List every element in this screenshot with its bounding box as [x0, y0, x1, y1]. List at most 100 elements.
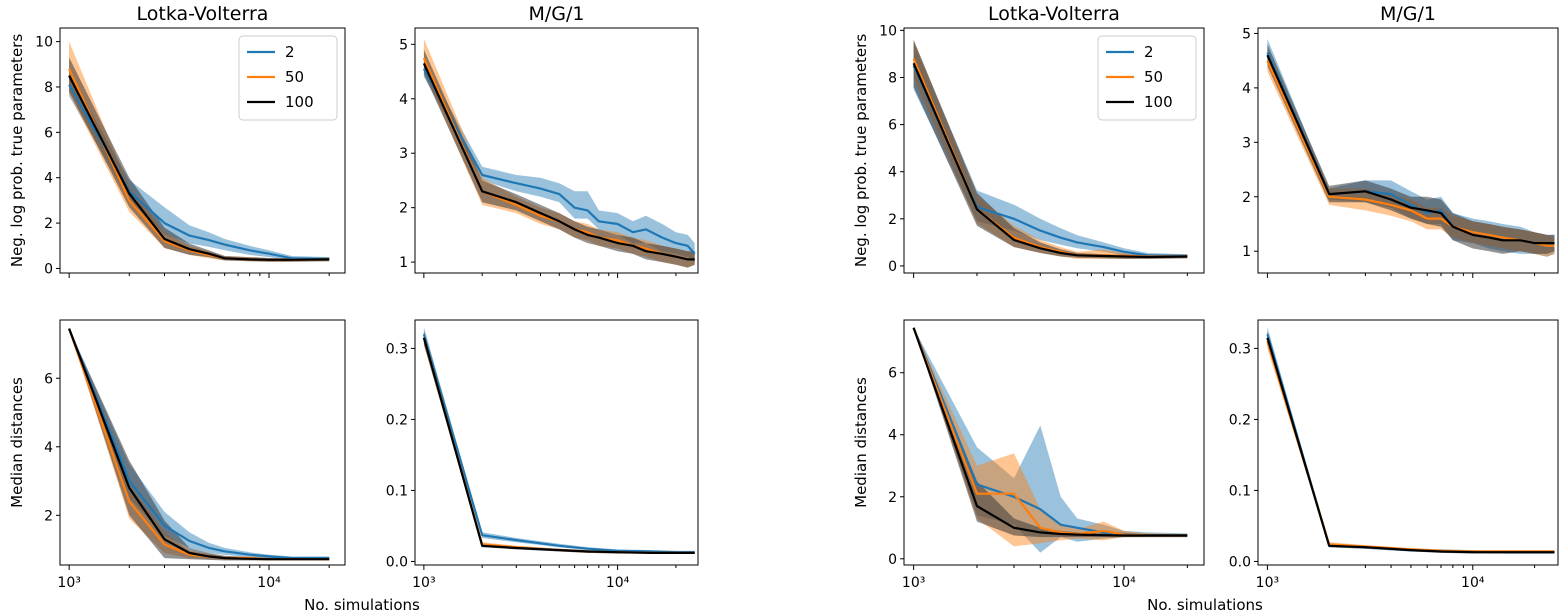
band-series-2 — [423, 327, 695, 553]
legend-box — [238, 35, 338, 121]
x-axis-label: No. simulations — [1147, 596, 1263, 612]
line-series-100 — [912, 62, 1188, 259]
y-tick-label: 0.2 — [386, 412, 408, 428]
y-tick-label: 4 — [888, 165, 897, 181]
y-tick-label: 2 — [44, 216, 53, 232]
y-tick-label: 5 — [1242, 26, 1251, 42]
y-tick-label: 2 — [44, 508, 53, 524]
y-tick-label: 6 — [44, 125, 53, 141]
line-series-100 — [912, 327, 1188, 537]
y-tick-label: 2 — [888, 212, 897, 228]
axes-frame — [414, 319, 699, 566]
band-series-100 — [69, 57, 330, 262]
plot-area — [912, 327, 1188, 553]
plot-area — [68, 41, 330, 262]
line-series-100 — [68, 328, 330, 561]
band-series-100 — [423, 49, 695, 268]
legend-label: 50 — [1144, 68, 1163, 86]
y-tick-label: 0 — [888, 259, 897, 275]
y-tick-label: 6 — [888, 366, 897, 382]
panel-B-lv-nll: 0 2 4 6 8 10 Lotka-Volterra Neg. log prob. true… — [852, 3, 1205, 278]
band-series-2 — [1267, 327, 1555, 554]
y-tick-label: 2 — [399, 201, 408, 217]
axes-frame — [414, 27, 699, 274]
y-tick-label: 0.0 — [386, 554, 408, 570]
y-tick-label: 10 — [879, 23, 897, 39]
y-tick-label: 0 — [888, 552, 897, 568]
y-axis-label: Median distances — [8, 377, 26, 508]
line-series-100 — [422, 337, 695, 555]
y-tick-label: 4 — [44, 440, 53, 456]
y-tick-label: 0.3 — [1229, 341, 1251, 357]
y-tick-label: 4 — [888, 428, 897, 444]
y-axis-label: Neg. log prob. true parameters — [852, 34, 870, 267]
line-series-2 — [1266, 333, 1555, 554]
panel-title: M/G/1 — [528, 3, 584, 25]
legend-box — [1097, 35, 1197, 121]
x-tick-label: 10³ — [412, 575, 435, 591]
y-tick-label: 3 — [1242, 135, 1251, 151]
axes-frame — [903, 27, 1205, 274]
line-series-100 — [1266, 54, 1555, 245]
plot-area — [68, 328, 330, 561]
axes-frame — [59, 319, 346, 566]
line-series-2 — [912, 65, 1188, 258]
band-series-50 — [1267, 49, 1555, 257]
legend-label: 100 — [1144, 93, 1173, 111]
band-series-100 — [913, 39, 1188, 259]
line-series-50 — [1266, 340, 1555, 553]
band-series-100 — [1267, 330, 1555, 554]
y-tick-label: 8 — [44, 80, 53, 96]
y-tick-label: 4 — [1242, 81, 1251, 97]
panel-A-mg1-nll: 1 2 3 4 5 M/G/1 — [399, 3, 699, 278]
band-series-100 — [1267, 44, 1555, 254]
panel-B-lv-med: 0 2 4 6 10³ 10⁴ Median distances — [852, 319, 1205, 591]
legend-label: 2 — [1144, 43, 1154, 61]
x-tick-label: 10³ — [902, 575, 925, 591]
band-series-50 — [423, 330, 695, 554]
legend: 2 50 100 — [238, 35, 338, 121]
axes-frame — [59, 27, 346, 274]
plot-area — [1266, 38, 1555, 257]
y-tick-label: 10 — [35, 35, 53, 51]
y-axis-label: Median distances — [852, 377, 870, 508]
line-series-2 — [422, 68, 696, 255]
y-tick-label: 6 — [44, 371, 53, 387]
x-tick-label: 10⁴ — [257, 575, 281, 591]
legend: 2 50 100 — [1097, 35, 1197, 121]
x-tick-label: 10⁴ — [1461, 575, 1485, 591]
y-tick-label: 0.0 — [1229, 554, 1251, 570]
line-series-50 — [68, 328, 330, 561]
legend-label: 100 — [285, 93, 314, 111]
y-tick-label: 2 — [888, 490, 897, 506]
panel-A-lv-nll: 0 2 4 6 8 10 Lotka-Volterra Neg. log prob. true… — [8, 3, 346, 278]
line-series-100 — [422, 62, 695, 261]
band-series-50 — [1267, 334, 1555, 553]
x-tick-label: 10³ — [1256, 575, 1279, 591]
x-tick-label: 10³ — [57, 575, 80, 591]
panel-B-mg1-nll: 1 2 3 4 5 M/G/1 — [1242, 3, 1559, 278]
axes-frame — [1257, 27, 1559, 274]
y-tick-label: 0.1 — [1229, 483, 1251, 499]
figure-group-1: 0 2 4 6 8 10 Lotka-Volterra Neg. log prob. true… — [8, 3, 699, 612]
line-series-100 — [68, 75, 330, 261]
y-tick-label: 8 — [888, 70, 897, 86]
panel-title: Lotka-Volterra — [137, 3, 269, 25]
y-tick-label: 3 — [399, 146, 408, 162]
y-tick-label: 2 — [1242, 190, 1251, 206]
axes-frame — [1257, 319, 1559, 566]
y-tick-label: 6 — [888, 118, 897, 134]
panel-B-mg1-med: 0.0 0.1 0.2 0.3 10³ 10⁴ — [1229, 319, 1559, 591]
panel-A-lv-med: 2 4 6 10³ 10⁴ Median distances — [8, 319, 346, 591]
y-tick-label: 4 — [399, 92, 408, 108]
band-series-100 — [69, 328, 330, 561]
legend-label: 2 — [285, 43, 295, 61]
y-tick-label: 5 — [399, 37, 408, 53]
y-tick-label: 0.2 — [1229, 412, 1251, 428]
y-tick-label: 0.3 — [386, 341, 408, 357]
plot-area — [422, 327, 695, 555]
plot-area — [1266, 327, 1555, 554]
band-series-100 — [423, 330, 695, 554]
